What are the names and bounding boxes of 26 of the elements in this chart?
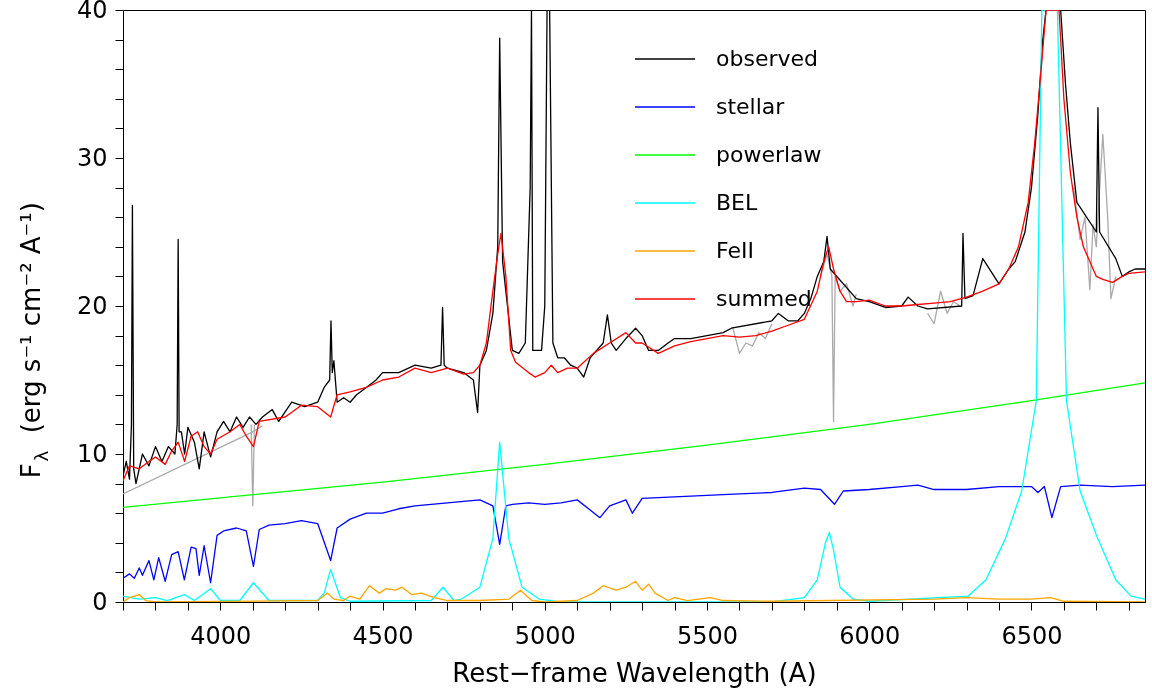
y-tick-label: 0 [92,587,108,616]
y-tick-label: 20 [76,291,108,320]
legend-label: BEL [716,190,758,215]
y-axis-title: Fλ (erg s⁻¹ cm⁻² A⁻¹) [16,202,52,479]
x-tick-label: 5500 [676,621,739,650]
y-tick-label: 30 [76,143,108,172]
x-tick-label: 4500 [352,621,414,650]
legend-label: stellar [716,94,786,119]
line-series [926,290,961,325]
x-tick-label: 6000 [839,621,901,650]
y-tick-label: 40 [76,0,108,24]
x-tick-label: 6500 [1001,621,1063,650]
x-tick-label: 5000 [514,621,576,650]
y-tick-label: 10 [76,439,108,468]
x-tick-label: 4000 [190,621,252,650]
legend-label: observed [716,46,818,71]
legend-label: FeII [716,238,754,263]
x-axis-title: Rest−frame Wavelength (A) [452,657,817,688]
line-series [1072,133,1117,300]
line-series [732,323,773,355]
line-series [123,484,1145,584]
line-series [819,253,857,423]
line-series [123,580,1145,602]
legend-label: summed [716,286,812,311]
legend-label: powerlaw [716,142,822,167]
line-series [123,382,1145,508]
